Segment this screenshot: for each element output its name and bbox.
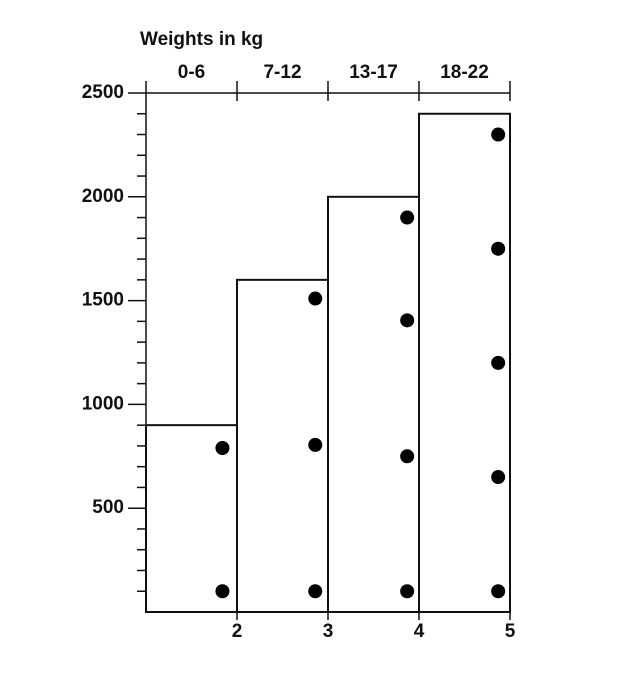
x-tick-label: 4 (414, 621, 425, 642)
y-tick-label: 2500 (82, 82, 124, 103)
y-tick-label: 500 (92, 497, 124, 518)
data-point (400, 210, 415, 225)
category-label: 0-6 (178, 62, 205, 83)
y-tick-label: 2000 (82, 186, 124, 207)
x-tick-label: 3 (323, 621, 334, 642)
bar (327, 195, 420, 614)
data-point (308, 437, 323, 452)
data-point (215, 584, 230, 599)
data-point (491, 584, 506, 599)
data-point (215, 440, 230, 455)
category-label: 18-22 (440, 62, 489, 83)
y-tick-label: 1000 (82, 393, 124, 414)
category-label: 7-12 (263, 62, 301, 83)
bar (418, 112, 511, 613)
data-point (308, 291, 323, 306)
data-point (491, 127, 506, 142)
data-point (400, 584, 415, 599)
data-point (491, 355, 506, 370)
data-point (491, 241, 506, 256)
chart-title: Weights in kg (140, 29, 263, 50)
category-label: 13-17 (349, 62, 398, 83)
x-tick-label: 2 (232, 621, 243, 642)
y-tick-label: 1500 (82, 290, 124, 311)
x-tick-label: 5 (505, 621, 516, 642)
data-point (400, 313, 415, 328)
data-point (308, 584, 323, 599)
data-point (400, 449, 415, 464)
data-point (491, 470, 506, 485)
